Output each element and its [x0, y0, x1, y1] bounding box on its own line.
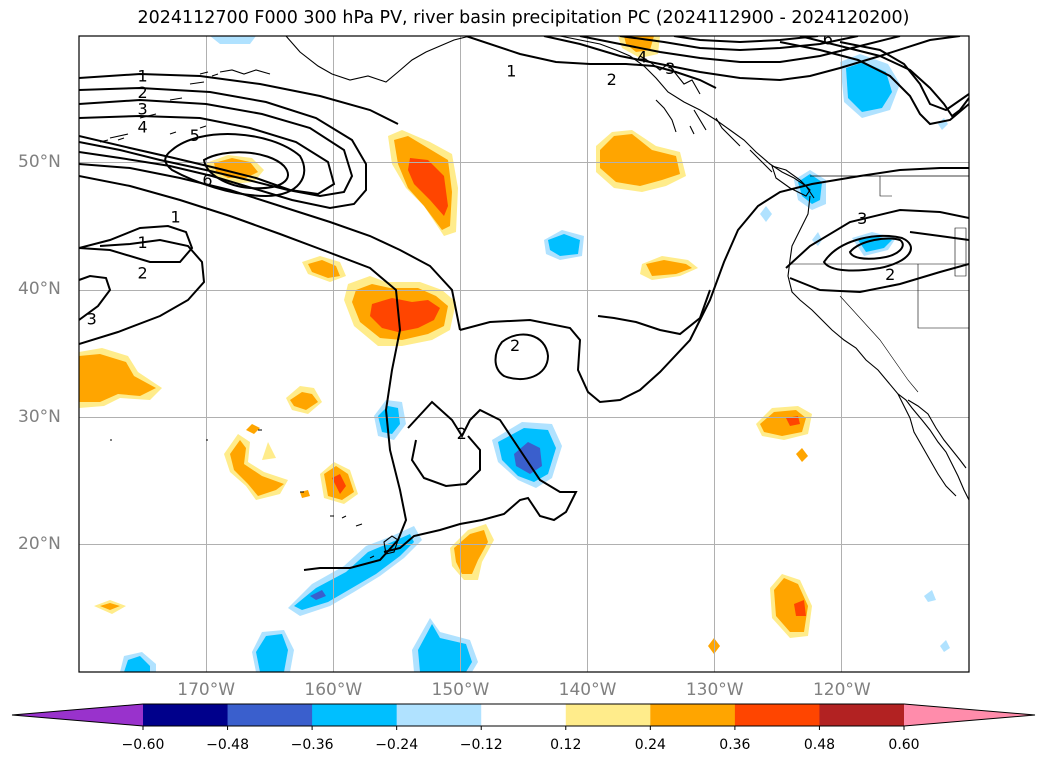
- precip-blob: [600, 134, 680, 186]
- colorbar-segment: [227, 704, 313, 726]
- contour-label: 1: [137, 233, 147, 252]
- latitude-label: 20°N: [18, 533, 61, 554]
- colorbar-extend-high: [904, 704, 1035, 726]
- contour-label: 2: [137, 264, 147, 283]
- precip-blob: [308, 260, 340, 278]
- longitude-label: 170°W: [177, 680, 236, 700]
- colorbar-tick-label: 0.60: [888, 737, 920, 753]
- precip-blob: [418, 624, 472, 672]
- longitude-label: 150°W: [431, 680, 490, 700]
- precip-blob: [294, 534, 414, 610]
- colorbar-tick-label: 0.24: [634, 737, 666, 753]
- precip-blob: [230, 440, 284, 496]
- colorbar-segment: [650, 704, 736, 726]
- colorbar-segment: [565, 704, 651, 726]
- colorbar-tick-label: −0.48: [206, 737, 249, 753]
- precip-blob: [79, 354, 156, 402]
- contour-label: 2: [607, 70, 617, 89]
- contour-label: 3: [87, 309, 97, 328]
- contour-label: 1: [506, 61, 516, 80]
- colorbar-tick-label: 0.12: [550, 737, 582, 753]
- latitude-label: 30°N: [18, 406, 61, 427]
- precip-blob: [246, 424, 260, 434]
- colorbar-tick-label: −0.60: [121, 737, 165, 753]
- precip-blob: [846, 62, 892, 112]
- precip-blob: [774, 578, 808, 632]
- precip-blob: [760, 410, 806, 436]
- precip-blob: [454, 530, 488, 574]
- precip-blob: [796, 448, 808, 462]
- contour-label: 1: [171, 208, 181, 227]
- longitude-label: 160°W: [304, 680, 363, 700]
- contour-label: 4: [137, 117, 147, 136]
- colorbar: [11, 703, 1036, 730]
- contour-label: 2: [457, 424, 467, 443]
- colorbar-segment: [819, 704, 905, 726]
- precip-blob: [548, 234, 580, 256]
- precip-blob: [124, 656, 150, 672]
- contour-label: 3: [137, 100, 147, 119]
- coastlines: [99, 36, 969, 559]
- precip-blob: [370, 298, 440, 332]
- precip-blob: [786, 416, 800, 426]
- contour-label: 6: [823, 30, 833, 49]
- latitude-label: 50°N: [18, 152, 61, 173]
- precip-blob: [310, 590, 326, 600]
- contour-label: 4: [637, 47, 647, 66]
- longitude-label: 140°W: [558, 680, 617, 700]
- colorbar-segment: [734, 704, 820, 726]
- precip-blob: [760, 206, 772, 222]
- contour-label: 2: [885, 265, 895, 284]
- colorbar-segment: [312, 704, 398, 726]
- precip-blob: [210, 36, 256, 44]
- colorbar-tick-label: −0.12: [459, 737, 503, 753]
- contour-label: 5: [190, 126, 200, 145]
- precip-blob: [256, 634, 288, 672]
- precip-blob: [378, 406, 400, 434]
- contour-label: 6: [202, 171, 212, 190]
- contour-label: 2: [510, 336, 520, 355]
- longitude-label: 130°W: [685, 680, 744, 700]
- colorbar-tick-label: 0.36: [719, 737, 751, 753]
- graticule: [79, 36, 969, 672]
- map-frame: [78, 35, 970, 673]
- colorbar-extend-low: [12, 704, 143, 726]
- precip-blob: [646, 260, 692, 276]
- precip-blob: [924, 590, 936, 602]
- precip-blob: [332, 474, 346, 494]
- precip-blob: [940, 640, 950, 652]
- colorbar-segment: [143, 704, 229, 726]
- precip-blob: [408, 158, 448, 216]
- precip-blob: [290, 392, 318, 410]
- colorbar-segment: [396, 704, 482, 726]
- map-title: 2024112700 F000 300 hPa PV, river basin …: [137, 8, 910, 28]
- colorbar-tick-label: −0.36: [290, 737, 334, 753]
- colorbar-tick-label: 0.48: [803, 737, 836, 753]
- colorbar-segment: [481, 704, 567, 726]
- contour-label: 1: [137, 66, 147, 85]
- longitude-label: 120°W: [812, 680, 871, 700]
- precip-blob: [798, 174, 822, 204]
- precip-blob: [300, 490, 310, 498]
- contour-label: 2: [137, 83, 147, 102]
- precip-blob: [262, 442, 276, 460]
- contour-label: 3: [857, 209, 867, 228]
- colorbar-tick-label: −0.24: [375, 737, 419, 753]
- precip-blob: [858, 236, 892, 252]
- latitude-label: 40°N: [18, 279, 61, 300]
- precip-blob: [794, 600, 806, 616]
- pv-contours: [79, 36, 969, 571]
- precip-blob: [100, 603, 120, 610]
- contour-label: 3: [665, 59, 675, 78]
